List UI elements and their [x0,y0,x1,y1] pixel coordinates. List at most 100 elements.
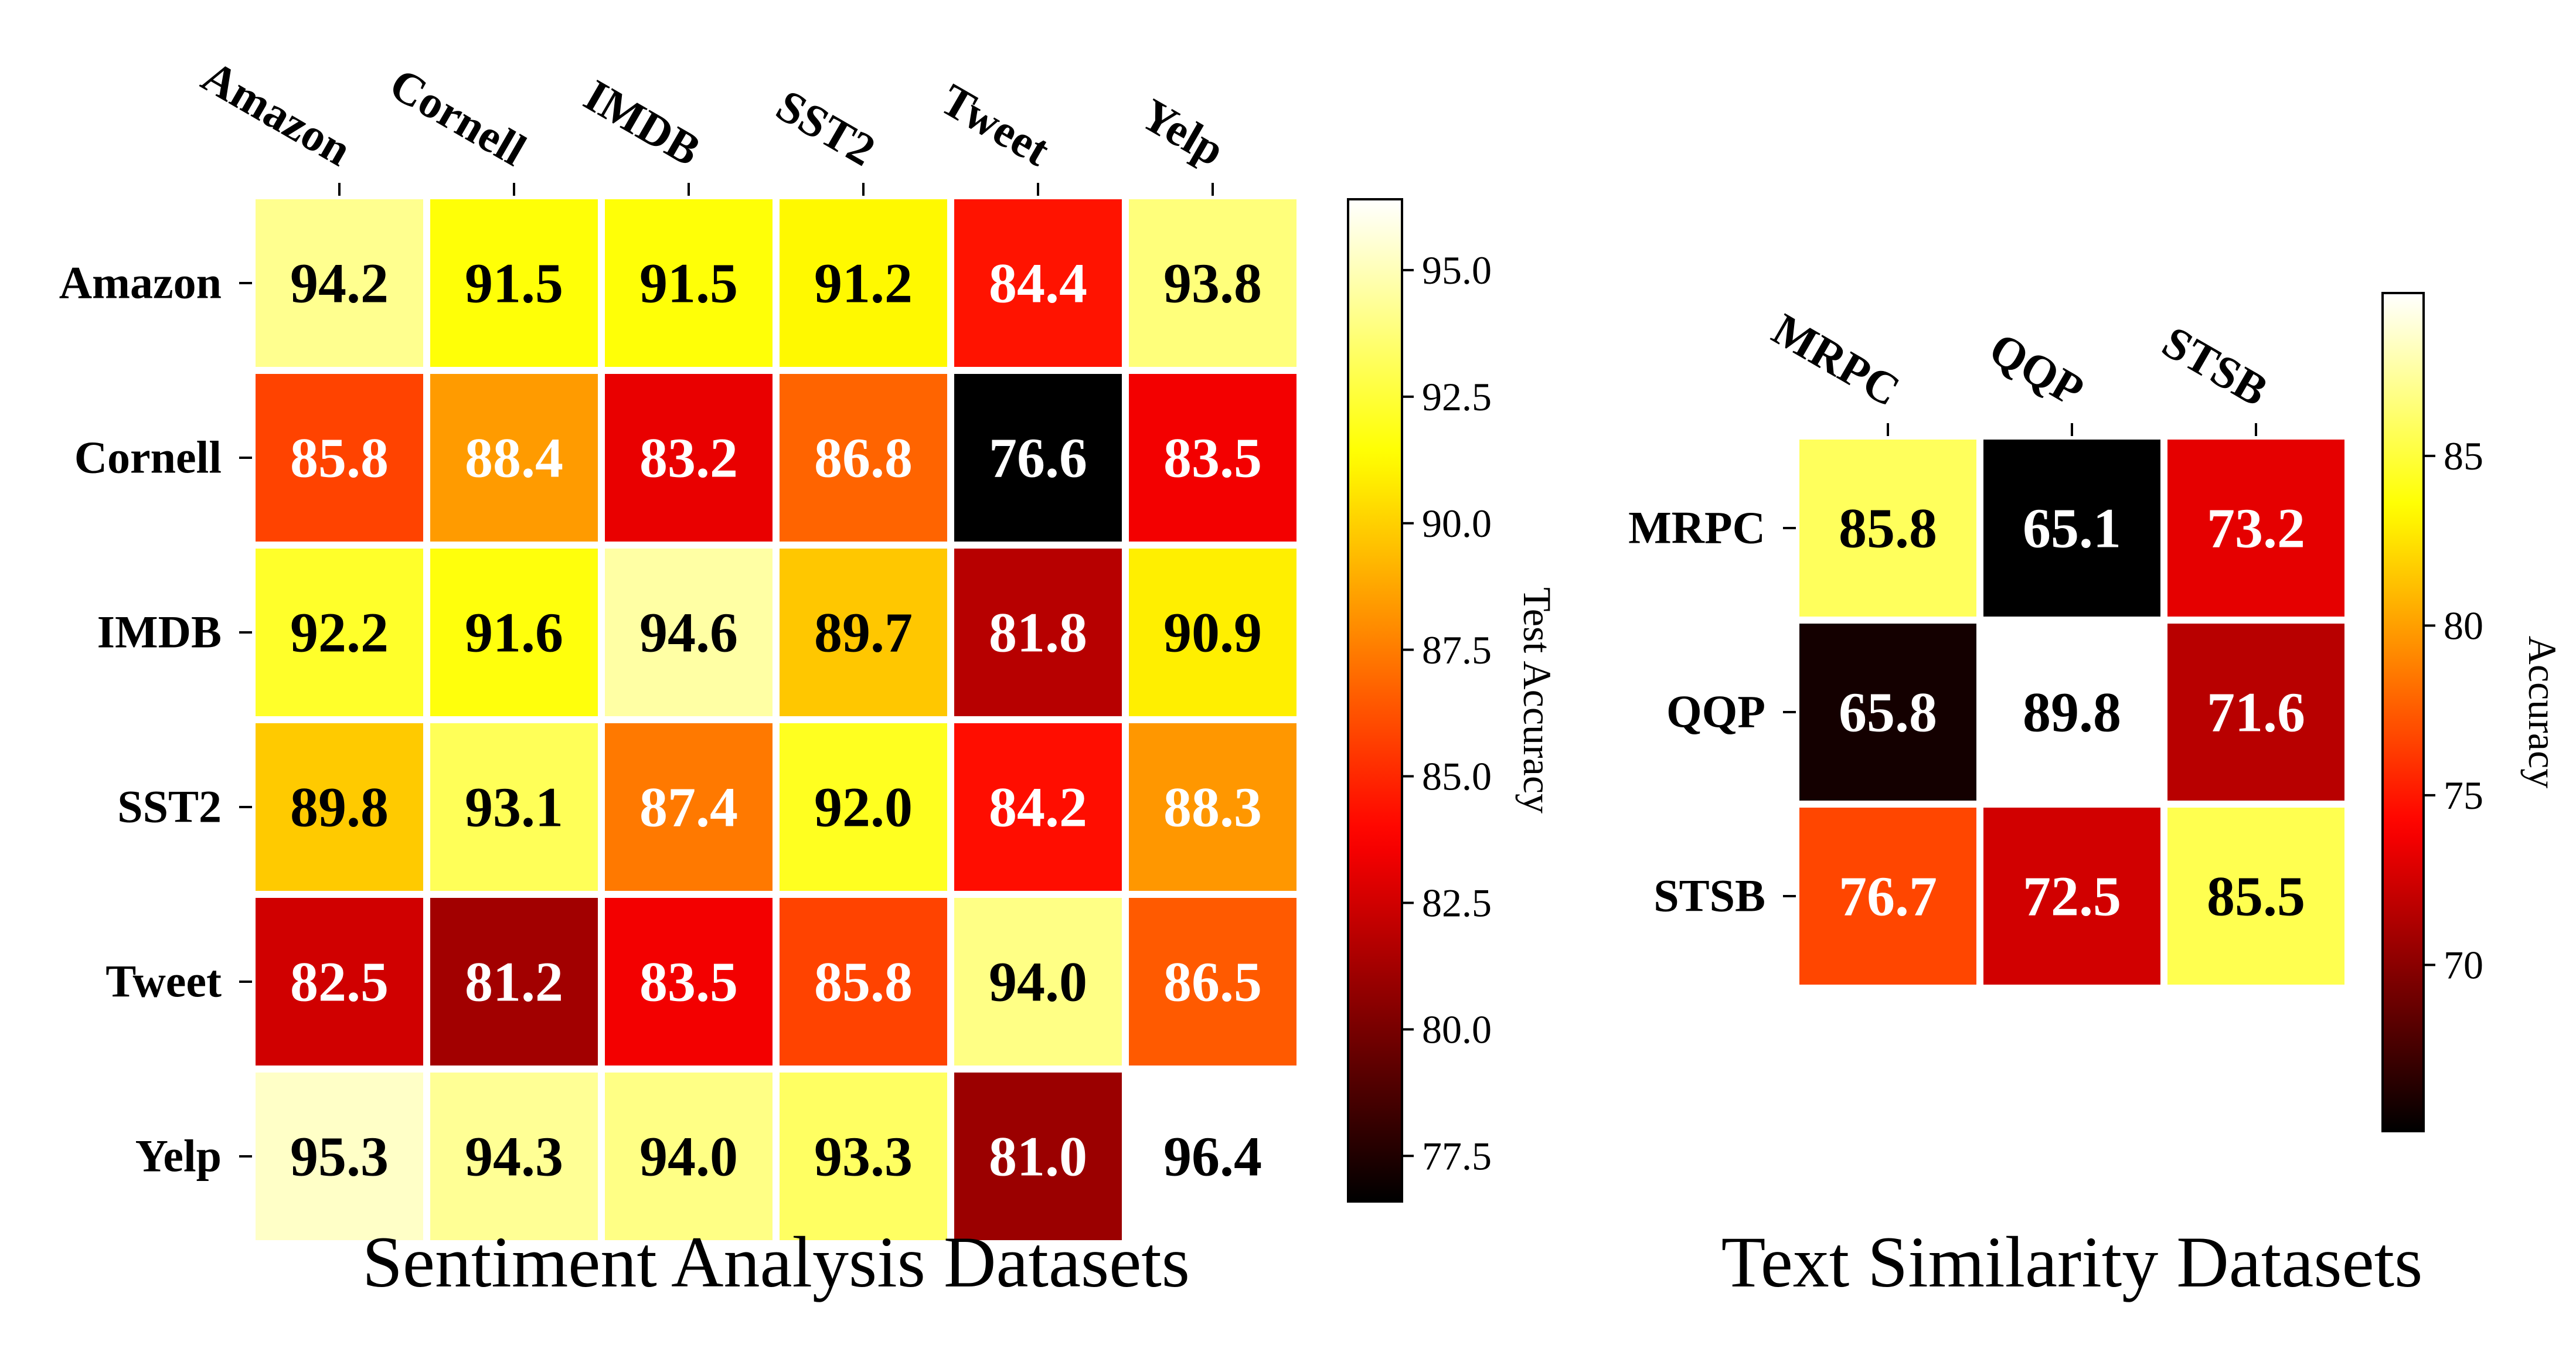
heatmap-cell [430,1073,598,1240]
heatmap-cell [256,549,423,716]
colorbar-label: Test Accuracy [1515,587,1560,813]
heatmap-cell [954,199,1122,367]
heatmap-cell [605,374,773,542]
heatmap-cell [605,199,773,367]
cell-value-label: 81.2 [465,951,563,1013]
sentiment-heatmap: 94.2 91.5 91.5 91.2 84.4 93.8 85.8 88.4 83.2 86.8… [59,50,1560,1302]
colorbar-tick-label: 80 [2444,603,2483,648]
cell-value-label: 92.0 [814,776,913,839]
heatmap-cell [256,898,423,1066]
colorbar-tick-label: 87.5 [1422,628,1492,672]
heatmap-cell [256,374,423,542]
cell-value-label: 65.8 [1839,681,1937,744]
colorbar-tick-label: 75 [2444,773,2483,818]
x-tick-label: Amazon [193,50,360,176]
x-tick-label: SST2 [768,79,884,175]
cell-value-label: 86.8 [814,427,913,489]
subplot-title: Text Similarity Datasets [1721,1222,2423,1302]
cell-value-label: 88.3 [1163,776,1262,839]
heatmap-cell [2167,624,2344,801]
cell-value-label: 83.2 [639,427,738,489]
cell-value-label: 76.6 [989,427,1087,489]
cell-value-label: 95.3 [290,1125,389,1188]
heatmap-cell [430,898,598,1066]
cell-value-label: 91.2 [814,252,913,315]
cell-value-label: 86.5 [1163,951,1262,1013]
cell-value-label: 89.8 [290,776,389,839]
x-tick-label: Yelp [1133,88,1233,176]
x-tick-label: STSB [2154,316,2276,416]
cell-value-label: 88.4 [465,427,563,489]
heatmap-cell [954,723,1122,891]
cell-value-label: 94.3 [465,1125,563,1188]
heatmap-cell [780,549,947,716]
heatmap-cell [430,374,598,542]
cell-value-label: 94.6 [639,601,738,664]
heatmap-cell [1799,440,1976,617]
heatmap-cell [1129,898,1296,1066]
heatmap-cell [256,723,423,891]
heatmap-cell [780,723,947,891]
x-tick-label: Tweet [933,73,1059,175]
cell-value-label: 94.0 [989,951,1087,1013]
colorbar-tick-label: 70 [2444,942,2483,987]
cell-value-label: 93.3 [814,1125,913,1188]
y-tick-label: Tweet [106,956,222,1007]
cell-value-label: 85.8 [1839,497,1937,560]
heatmap-cell [605,549,773,716]
heatmap-cell [1129,1073,1296,1240]
cell-value-label: 85.5 [2207,865,2305,928]
cell-value-label: 93.8 [1163,252,1262,315]
heatmap-cell [605,898,773,1066]
heatmap-cell [2167,808,2344,985]
y-tick-label: Cornell [74,432,222,483]
cell-value-label: 81.0 [989,1125,1087,1188]
colorbar-label: Accuracy [2520,636,2565,788]
colorbar-tick-label: 80.0 [1422,1007,1492,1051]
similarity-heatmap: 85.8 65.1 73.2 65.8 89.8 71.6 76.7 72.5 85.5 MRPC… [1628,292,2565,1302]
heatmap-cell [1129,374,1296,542]
heatmap-cell [780,374,947,542]
heatmap-cell [954,374,1122,542]
colorbar-tick-label: 90.0 [1422,501,1492,546]
cell-value-label: 85.8 [814,951,913,1013]
cell-value-label: 72.5 [2023,865,2121,928]
heatmap-cell [954,898,1122,1066]
heatmap-cell [1129,723,1296,891]
cell-value-label: 84.4 [989,252,1087,315]
cell-value-label: 65.1 [2023,497,2121,560]
x-tick-label: QQP [1981,322,2092,416]
cell-value-label: 89.7 [814,601,913,664]
heatmap-cell [430,549,598,716]
heatmap-cell [2167,440,2344,617]
heatmap-cell [954,549,1122,716]
heatmap-cell [1983,440,2160,617]
heatmap-cell [1983,624,2160,801]
cell-value-label: 94.0 [639,1125,738,1188]
heatmap-cell [256,1073,423,1240]
cell-value-label: 89.8 [2023,681,2121,744]
colorbar-tick-label: 92.5 [1422,375,1492,419]
colorbar-tick-label: 95.0 [1422,248,1492,292]
colorbar [1347,198,1403,1203]
heatmap-cell [1983,808,2160,985]
x-tick-label: MRPC [1764,303,1908,416]
heatmap-cell [1129,199,1296,367]
cell-value-label: 85.8 [290,427,389,489]
heatmap-cell [780,898,947,1066]
heatmap-cell [605,723,773,891]
cell-value-label: 76.7 [1839,865,1937,928]
cell-value-label: 92.2 [290,601,389,664]
heatmap-cell [780,199,947,367]
colorbar-tick-label: 82.5 [1422,881,1492,925]
cell-value-label: 83.5 [639,951,738,1013]
y-tick-label: QQP [1666,686,1765,737]
cell-value-label: 91.6 [465,601,563,664]
cell-value-label: 91.5 [465,252,563,315]
cell-value-label: 82.5 [290,951,389,1013]
x-tick-label: IMDB [576,69,709,176]
subplot-title: Sentiment Analysis Datasets [362,1222,1190,1302]
cell-value-label: 71.6 [2207,681,2305,744]
heatmap-cell [954,1073,1122,1240]
cell-value-label: 94.2 [290,252,389,315]
